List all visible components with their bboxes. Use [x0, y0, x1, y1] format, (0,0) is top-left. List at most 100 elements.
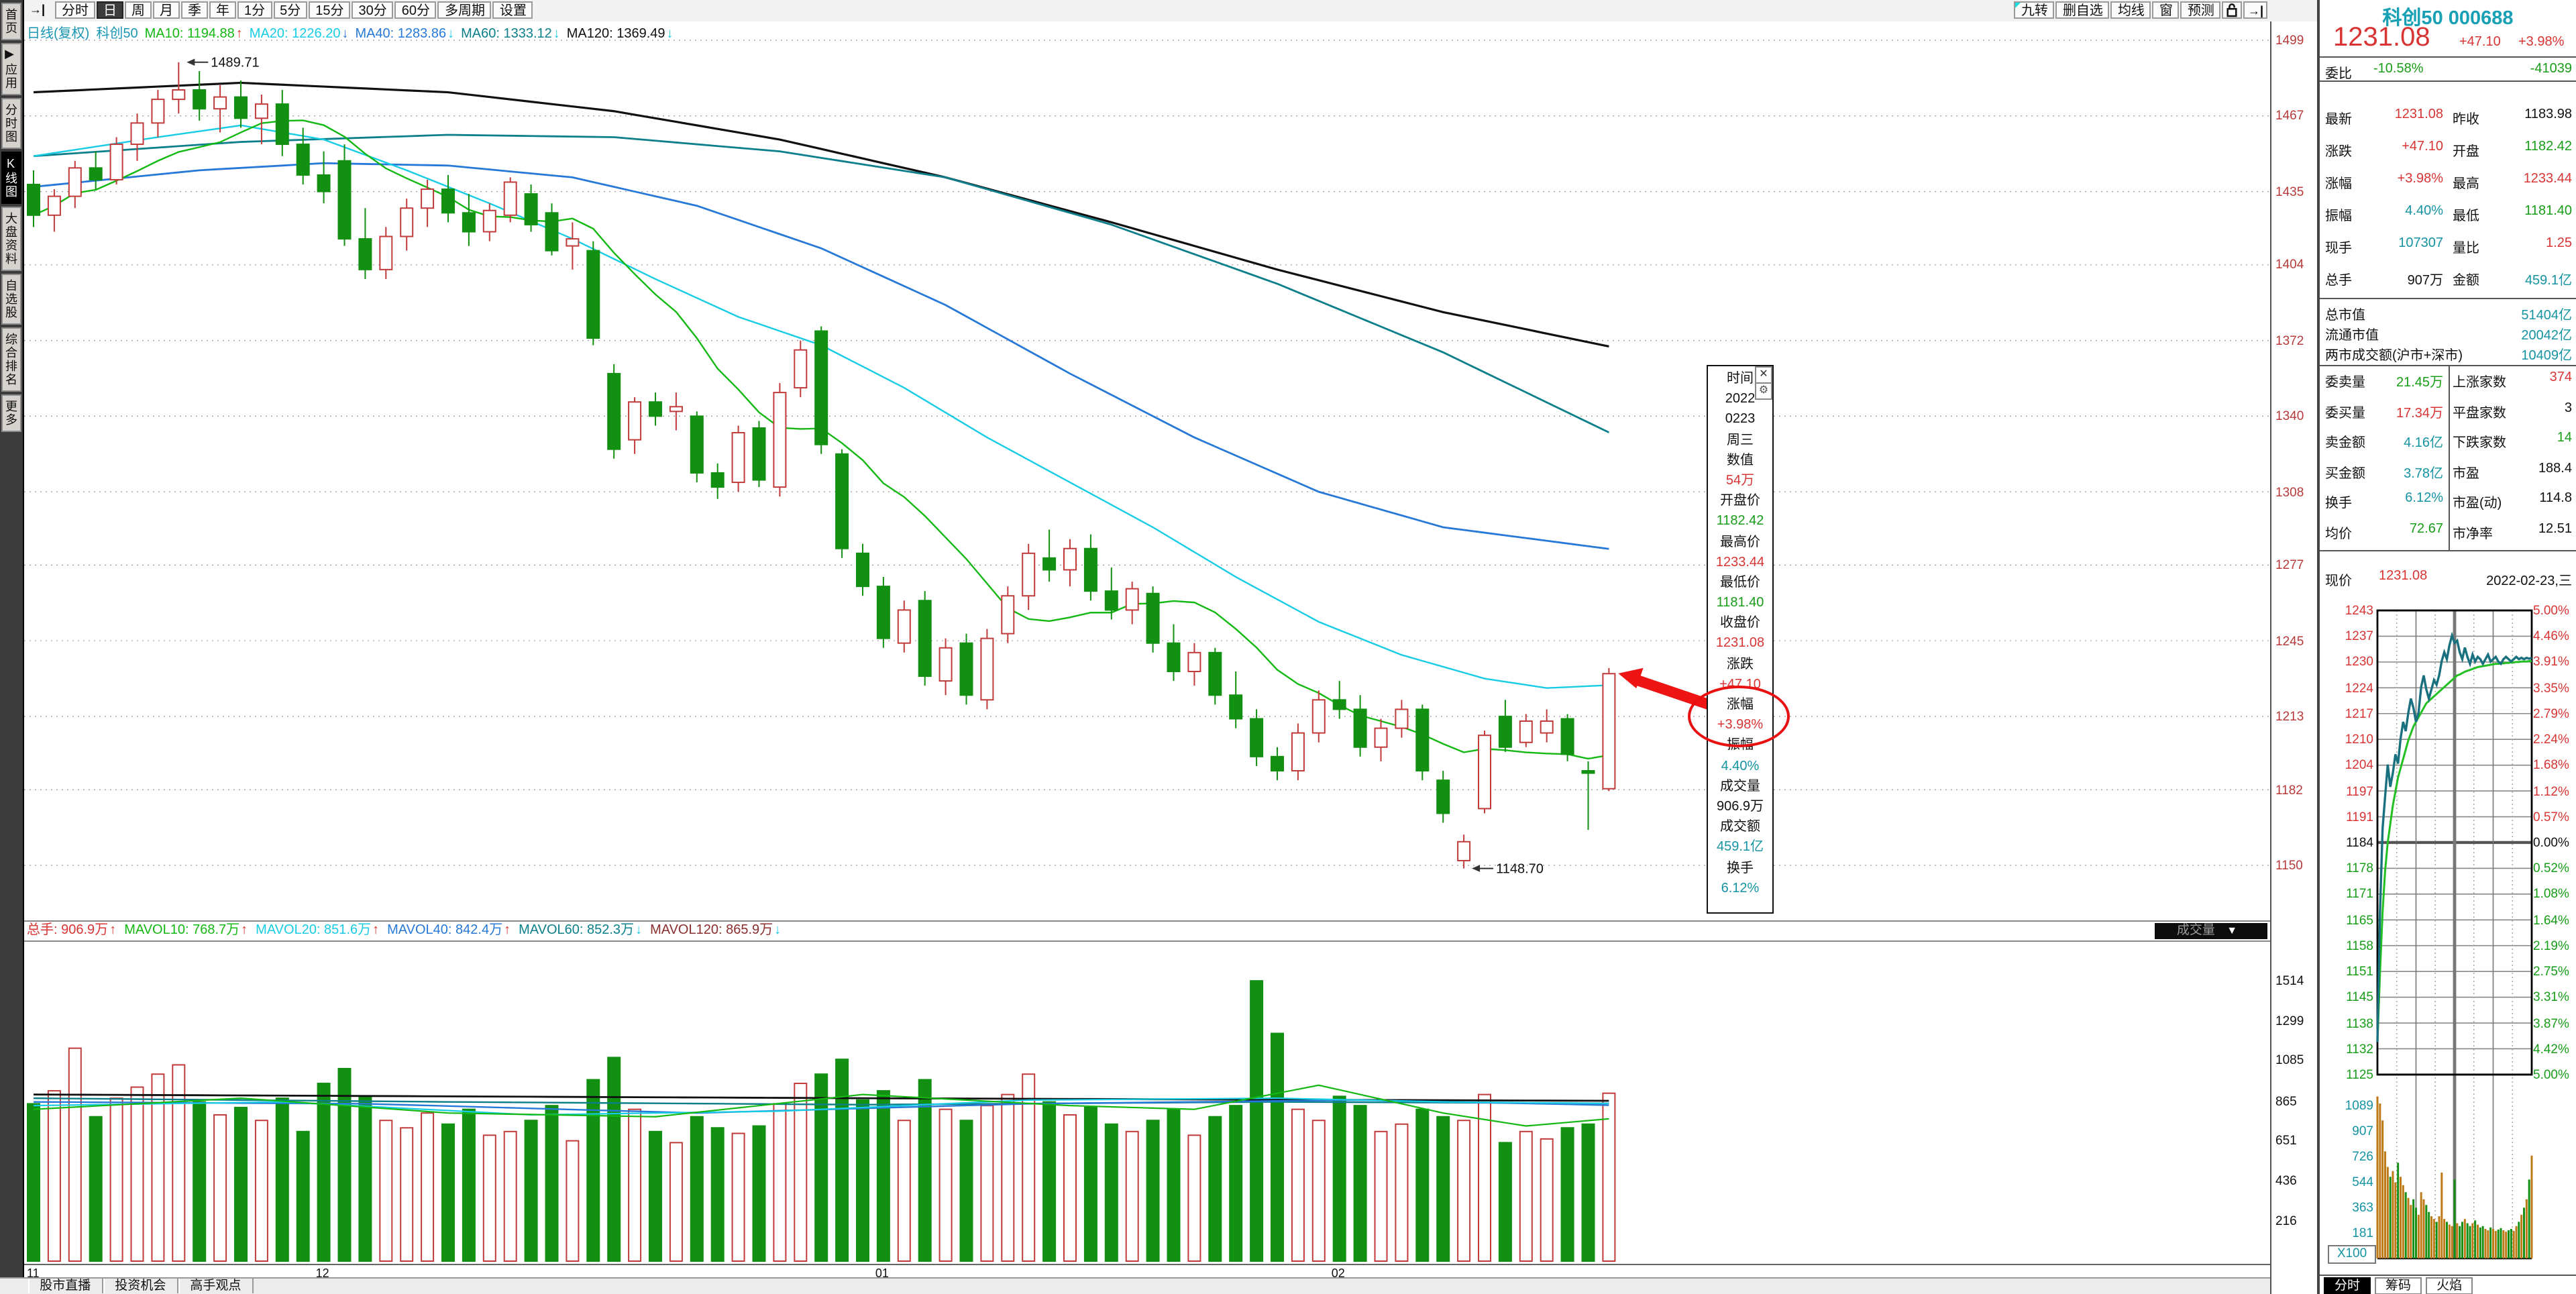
intraday-pct-label: 5.00% — [2533, 604, 2569, 618]
period-button-8[interactable]: 5分 — [273, 1, 308, 19]
volume-axis-label: 1085 — [2275, 1053, 2304, 1069]
sidebar-item-1[interactable]: 首页 — [1, 3, 21, 40]
ma-legend-1: MA10: 1194.88 — [144, 27, 235, 42]
price-axis-label: 1308 — [2275, 485, 2304, 500]
intraday-price-label: 1217 — [2345, 706, 2373, 722]
period-button-4[interactable]: 月 — [152, 1, 180, 19]
intraday-price-label: 1158 — [2346, 938, 2373, 954]
order-5-label: 换手 — [2325, 496, 2352, 512]
volume-axis-label: 216 — [2275, 1214, 2297, 1230]
mavol-legend-6: MAVOL120: 865.9万 — [650, 923, 773, 938]
intraday-price-label: 1171 — [2346, 887, 2373, 902]
panel-toggle-icon[interactable]: →| — [2243, 1, 2267, 19]
chevron-down-icon: ▼ — [2226, 924, 2238, 936]
kline-legend: 日线(复权) 科创50 MA10: 1194.88 ↑ MA20: 1226.20 ↓ MA… — [27, 21, 680, 42]
quote-5-label2: 量比 — [2453, 241, 2479, 256]
gear-icon[interactable]: ⚙ — [1755, 382, 1772, 400]
close-icon[interactable]: ✕ — [1755, 366, 1772, 384]
sidebar-item-8[interactable]: 更多 — [1, 394, 21, 432]
quote-6-label: 总手 — [2325, 274, 2352, 288]
volume-pane-selector[interactable]: 成交量 ▼ — [2155, 923, 2267, 939]
intraday-pct-label: 2.24% — [2533, 733, 2569, 748]
tooltip-line-13: 收盘价 — [1720, 616, 1760, 631]
intraday-pct-label: 1.68% — [2533, 758, 2569, 773]
ma-arrow-1: ↑ — [235, 27, 243, 42]
volume-pane-label: 成交量 — [2176, 923, 2215, 938]
period-button-11[interactable]: 60分 — [394, 1, 437, 19]
tooltip-line-6: 54万 — [1725, 473, 1755, 488]
current-date: 2022-02-23,三 — [2486, 574, 2572, 589]
cap-label-1: 总市值 — [2325, 309, 2365, 323]
sidebar-item-7[interactable]: 综合排名 — [1, 327, 21, 392]
mavol-arrow-6: ↓ — [774, 923, 782, 938]
period-button-10[interactable]: 30分 — [352, 1, 394, 19]
sidebar-item-4[interactable]: K线图 — [1, 152, 21, 204]
sidebar-collapse-icon[interactable]: →| — [30, 3, 46, 16]
toolbar-button-2[interactable]: 删自选 — [2055, 1, 2110, 19]
volume-pane[interactable] — [24, 942, 2270, 1264]
panel-tab-3[interactable]: 火焰 — [2426, 1277, 2473, 1294]
intraday-pct-label: 3.91% — [2533, 655, 2569, 670]
tooltip-line-5: 数值 — [1727, 453, 1754, 468]
panel-tab-1[interactable]: 分时 — [2324, 1277, 2371, 1294]
tooltip-line-2: 2022 — [1725, 392, 1756, 407]
period-button-3[interactable]: 周 — [124, 1, 152, 19]
kline-chart[interactable]: 1489.71 1148.70 — [24, 21, 2270, 920]
intraday-vol-label: 544 — [2352, 1175, 2373, 1190]
intraday-vol-label: 907 — [2352, 1124, 2373, 1139]
current-value: 1231.08 — [2379, 569, 2428, 584]
intraday-price-label: 1224 — [2345, 681, 2373, 696]
intraday-pct-label: 2.75% — [2533, 965, 2569, 980]
intraday-vol-label: 181 — [2352, 1226, 2373, 1241]
ma-arrow-5: ↓ — [666, 27, 674, 42]
price-axis-label: 1340 — [2275, 409, 2304, 425]
sidebar-item-5[interactable]: 大盘资料 — [1, 207, 21, 271]
top-toolbar: →| 分时日周月季年 1分 5分 15分 30分 60分 多周期 设置 九转 删自选 均线窗预测 →… — [0, 0, 2576, 23]
mavol-arrow-5: ↓ — [635, 923, 643, 938]
quote-2-value2: 1182.42 — [2524, 140, 2572, 154]
bottom-tab-2[interactable]: 投资机会 — [103, 1279, 178, 1293]
ma-legend-2: MA20: 1226.20 — [249, 27, 341, 42]
intraday-pct-label: 0.52% — [2533, 861, 2569, 877]
period-button-13[interactable]: 设置 — [492, 1, 533, 19]
period-button-5[interactable]: 季 — [180, 1, 208, 19]
intraday-price-label: 1237 — [2345, 629, 2373, 645]
price-scale-column: 1499 1467 1435 1404 1372 1340 1308 1277 1245 1213… — [2270, 21, 2317, 1294]
period-button-7[interactable]: 1分 — [237, 1, 272, 19]
tooltip-line-22: 906.9万 — [1716, 799, 1764, 814]
period-button-9[interactable]: 15分 — [309, 1, 351, 19]
period-button-1[interactable]: 分时 — [54, 1, 95, 19]
sidebar-item-6[interactable]: 自选股 — [1, 274, 21, 325]
bottom-tab-3[interactable]: 高手观点 — [178, 1279, 254, 1293]
toolbar-button-5[interactable]: 预测 — [2180, 1, 2221, 19]
intraday-vol-label: 1089 — [2345, 1098, 2373, 1114]
period-button-6[interactable]: 年 — [209, 1, 236, 19]
cap-value-3: 10409亿 — [2521, 349, 2572, 364]
intraday-price-label: 1132 — [2346, 1042, 2373, 1057]
volume-chart[interactable] — [24, 942, 2270, 1264]
price-axis-label: 1213 — [2275, 709, 2304, 724]
ma-arrow-3: ↓ — [447, 27, 455, 42]
toolbar-button-1[interactable]: 九转 — [2014, 1, 2055, 19]
mavol-legend-5: MAVOL60: 852.3万 — [519, 923, 635, 938]
lock-icon[interactable] — [2222, 1, 2243, 19]
sidebar-item-3[interactable]: 分时图 — [1, 98, 21, 149]
stock-title: 科创50 000688 — [2382, 8, 2514, 30]
panel-divider — [2320, 365, 2576, 366]
period-button-12[interactable]: 多周期 — [437, 1, 492, 19]
panel-tab-2[interactable]: 筹码 — [2375, 1277, 2422, 1294]
quote-1-value2: 1183.98 — [2524, 107, 2572, 122]
cap-label-2: 流通市值 — [2325, 329, 2379, 344]
price-axis-label: 1372 — [2275, 333, 2304, 349]
kline-pane[interactable]: 日线(复权) 科创50 MA10: 1194.88 ↑ MA20: 1226.20 ↓ MA… — [24, 21, 2270, 920]
toolbar-button-4[interactable]: 窗 — [2152, 1, 2180, 19]
bottom-tab-1[interactable]: 股市直播 — [28, 1279, 103, 1293]
toolbar-button-3[interactable]: 均线 — [2110, 1, 2151, 19]
volume-axis-label: 651 — [2275, 1134, 2297, 1149]
price-axis-label: 1499 — [2275, 34, 2304, 48]
intraday-price-label: 1125 — [2346, 1067, 2373, 1083]
kline-legend-name: 科创50 — [96, 27, 138, 42]
sidebar-item-2[interactable]: ▶应用 — [1, 43, 21, 95]
period-button-2[interactable]: 日 — [96, 1, 123, 19]
intraday-price-label: 1165 — [2346, 913, 2373, 928]
